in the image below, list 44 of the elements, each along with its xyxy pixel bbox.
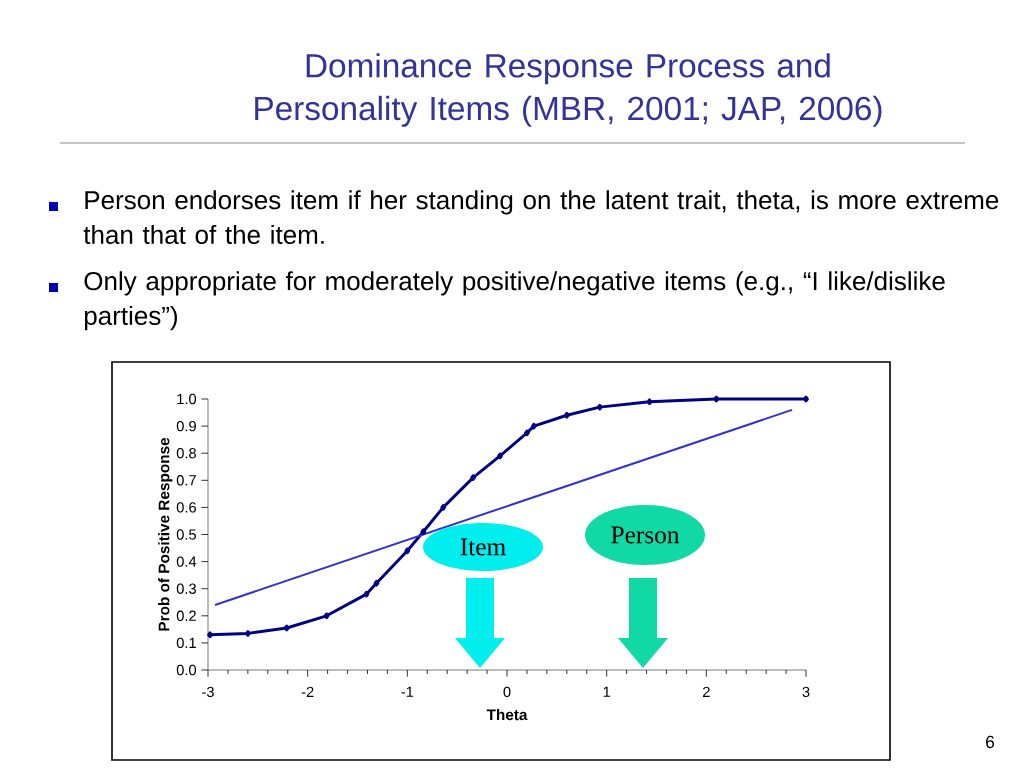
point [713,395,720,403]
annotation: Item [460,538,506,556]
point [207,631,213,639]
y-axis-title: Prob of Positive Response [158,437,173,631]
point [245,630,251,637]
y-tick-label: 0.6 [176,502,196,513]
y-tick-label: 0.5 [176,529,196,540]
text: Only appropriate for moderately positive/negative items (e.g., “I like/dislike parties”) [84,271,945,331]
point [373,579,380,587]
y-tick-label: 1.0 [177,393,197,405]
y-tick-label: 0.1 [176,637,196,649]
point [596,403,603,411]
x-axis-title: Theta [486,708,528,721]
x-tick-label: -2 [301,686,314,697]
point [404,547,411,555]
point [646,398,653,406]
y-tick-label: 0.0 [176,664,197,676]
x-tick-label: 1 [603,686,611,697]
x-tick-label: 0 [503,686,511,698]
chart-title: Dominance Response Process and Personality Items (MBR, 2001; JAP, 2006) [255,53,882,127]
point [363,590,370,598]
point [803,395,809,403]
x-tick-label: -3 [202,686,214,698]
text: Person endorses item if her standing on the latent trait, theta, is more extreme than that of the item. [83,190,999,245]
annotation: Person [611,526,680,544]
point [470,474,476,481]
y-tick-label: 0.7 [176,475,196,486]
point [440,504,447,511]
point [563,411,570,419]
point [497,452,503,460]
point [283,624,290,632]
x-tick-label: 2 [702,686,710,697]
point [524,429,530,437]
point [420,528,427,536]
x-tick-label: 3 [802,686,810,698]
y-tick-label: 0.2 [176,610,196,621]
y-tick-label: 0.9 [176,420,196,432]
y-tick-label: 0.8 [176,448,196,459]
y-tick-label: 0.3 [176,583,196,594]
text: 6 [986,735,995,749]
y-tick-label: 0.4 [176,556,197,567]
point [323,612,330,620]
point [531,422,537,430]
x-tick-label: -1 [401,686,414,697]
